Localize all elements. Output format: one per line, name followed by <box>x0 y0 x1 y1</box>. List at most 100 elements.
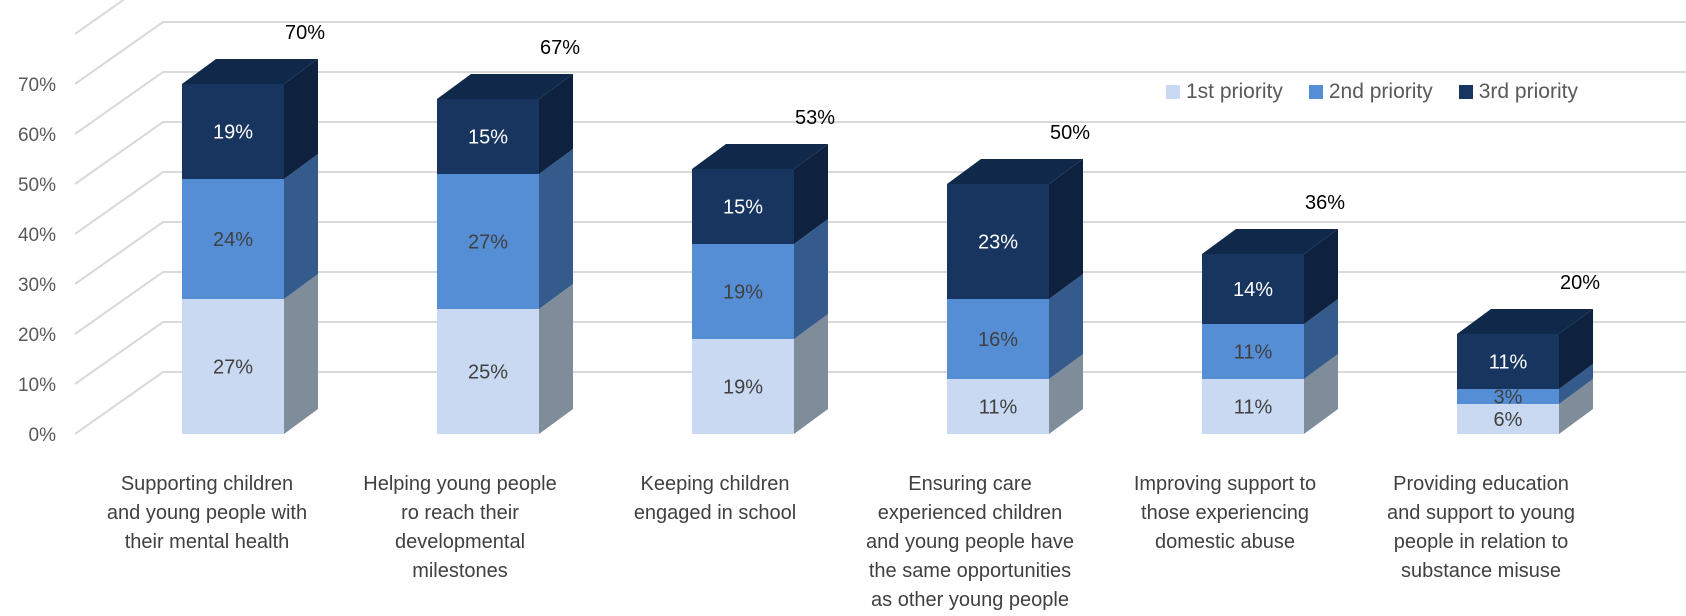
bar-segment-2nd-priority <box>947 299 1049 379</box>
bar-helping-young-people-ro-reach-their-deve: 25% 27% 15% 67% <box>437 37 580 434</box>
y-tick-label: 10% <box>18 375 56 396</box>
bar-segment-2nd-priority-side <box>539 149 573 309</box>
data-label-3rd-priority: 15% <box>723 197 763 219</box>
legend-label-1st-priority: 1st priority <box>1186 80 1283 103</box>
y-axis: 0% 10% 20% 30% 40% 50% 60% 70% <box>18 75 56 446</box>
y-tick-label: 30% <box>18 275 56 296</box>
data-label-2nd-priority: 3% <box>1494 387 1523 409</box>
bar-segment-3rd-priority <box>947 184 1049 299</box>
bar-segment-2nd-priority-side <box>1049 274 1083 379</box>
data-label-1st-priority: 11% <box>1234 397 1273 419</box>
bar-segment-2nd-priority <box>692 244 794 339</box>
bar-providing-education-and-support-to-young: 6%3% 11% 20% <box>1457 272 1600 434</box>
data-label-3rd-priority: 15% <box>468 127 508 149</box>
bar-segment-1st-priority-side <box>794 314 828 434</box>
gridline-50 <box>74 121 1686 185</box>
bar-segment-3rd-priority-side <box>1559 309 1593 389</box>
bar-segment-3rd-priority <box>692 169 794 244</box>
bar-top-face <box>947 159 1083 184</box>
y-tick-label: 60% <box>18 125 56 146</box>
gridline-20 <box>74 271 1686 335</box>
data-label-1st-priority: 27% <box>213 357 253 379</box>
bar-segment-3rd-priority-side <box>1049 159 1083 299</box>
data-label-1st-priority: 19% <box>723 377 763 399</box>
bar-segment-1st-priority-side <box>284 274 318 434</box>
data-label-3rd-priority: 23% <box>978 232 1018 254</box>
y-tick-label: 40% <box>18 225 56 246</box>
bar-segment-1st-priority-side <box>539 284 573 434</box>
data-label-2nd-priority: 19% <box>723 282 763 304</box>
legend-item-2nd-priority: 2nd priority <box>1308 80 1433 104</box>
legend-item-3rd-priority: 3rd priority <box>1458 80 1578 104</box>
bar-segment-3rd-priority-side <box>284 59 318 179</box>
legend-label-3rd-priority: 3rd priority <box>1478 80 1578 103</box>
bar-segment-3rd-priority-side <box>539 74 573 174</box>
bar-segment-1st-priority-side <box>1049 354 1083 434</box>
legend-swatch-1st-priority <box>1166 85 1180 99</box>
total-label: 36% <box>1305 192 1345 214</box>
total-label: 50% <box>1050 122 1090 144</box>
bar-keeping-children-engaged-in-school: 19% 19% 15% 53% <box>692 107 835 434</box>
bar-segment-2nd-priority-side <box>284 154 318 299</box>
x-axis: Supporting children and young people with… <box>107 473 1575 611</box>
bar-segment-3rd-priority <box>1457 334 1559 389</box>
gridline-60 <box>74 71 1686 135</box>
legend-swatch-2nd-priority <box>1308 85 1323 99</box>
legend-label-2nd-priority: 2nd priority <box>1328 80 1433 103</box>
bar-segment-1st-priority <box>692 339 794 434</box>
data-label-1st-priority: 25% <box>468 362 508 384</box>
bar-segment-3rd-priority <box>182 84 284 179</box>
x-category-label: Providing education and support to young p… <box>1387 473 1575 582</box>
bar-segment-3rd-priority-side <box>1304 229 1338 324</box>
x-category-label: Helping young people ro reach their develo… <box>363 473 557 582</box>
grid-lines <box>74 0 1686 435</box>
bar-segment-1st-priority-side <box>1304 354 1338 434</box>
data-label-2nd-priority: 11% <box>1234 342 1273 364</box>
legend-swatch-3rd-priority <box>1458 85 1473 99</box>
total-label: 67% <box>540 37 580 59</box>
data-label-2nd-priority: 24% <box>213 229 253 251</box>
bar-segment-1st-priority-side <box>1559 379 1593 434</box>
bar-segment-2nd-priority-side <box>794 219 828 339</box>
bar-segment-1st-priority <box>1457 404 1559 434</box>
data-label-3rd-priority: 14% <box>1233 279 1273 301</box>
bar-segment-3rd-priority <box>437 99 539 174</box>
x-category-label: Improving support to those experiencing do… <box>1134 473 1316 553</box>
y-tick-label: 20% <box>18 325 56 346</box>
total-label: 20% <box>1560 272 1600 294</box>
gridline-0 <box>74 371 1686 435</box>
gridline-top <box>74 0 125 35</box>
gridline-40 <box>74 171 1686 235</box>
total-label: 53% <box>795 107 835 129</box>
y-tick-label: 0% <box>29 425 57 446</box>
gridline-10 <box>74 321 1686 385</box>
bar-ensuring-care-experienced-children-and-y: 11% 16% 23% 50% <box>947 122 1090 434</box>
legend: 1st priority 2nd priority 3rd priority <box>1166 80 1578 104</box>
bar-top-face <box>1457 309 1593 334</box>
bar-top-face <box>692 144 828 169</box>
data-label-1st-priority: 6% <box>1494 409 1523 431</box>
bar-segment-2nd-priority-side <box>1559 364 1593 404</box>
bar-top-face <box>1202 229 1338 254</box>
bar-top-face <box>182 59 318 84</box>
x-category-label: Ensuring care experienced children and you… <box>866 473 1074 611</box>
bar-segment-2nd-priority <box>1457 389 1559 404</box>
data-label-3rd-priority: 11% <box>1489 352 1528 374</box>
bar-segment-2nd-priority-side <box>1304 299 1338 379</box>
bar-segment-3rd-priority <box>1202 254 1304 324</box>
data-label-2nd-priority: 16% <box>978 329 1018 351</box>
bar-segment-1st-priority <box>1202 379 1304 434</box>
total-label: 70% <box>285 22 325 44</box>
bar-segment-1st-priority <box>182 299 284 434</box>
bar-segment-3rd-priority-side <box>794 144 828 244</box>
y-tick-label: 70% <box>18 75 56 96</box>
bar-segment-2nd-priority <box>1202 324 1304 379</box>
x-category-label: Supporting children and young people with… <box>107 473 307 553</box>
data-label-2nd-priority: 27% <box>468 232 508 254</box>
bars: 27% 24% 19% 70% 25% 27% 15% 67% 19% 19% 15% 53% 11% 1… <box>182 22 1600 434</box>
bar-segment-2nd-priority <box>437 174 539 309</box>
bar-top-face <box>437 74 573 99</box>
y-tick-label: 50% <box>18 175 56 196</box>
gridline-70 <box>74 21 1686 85</box>
